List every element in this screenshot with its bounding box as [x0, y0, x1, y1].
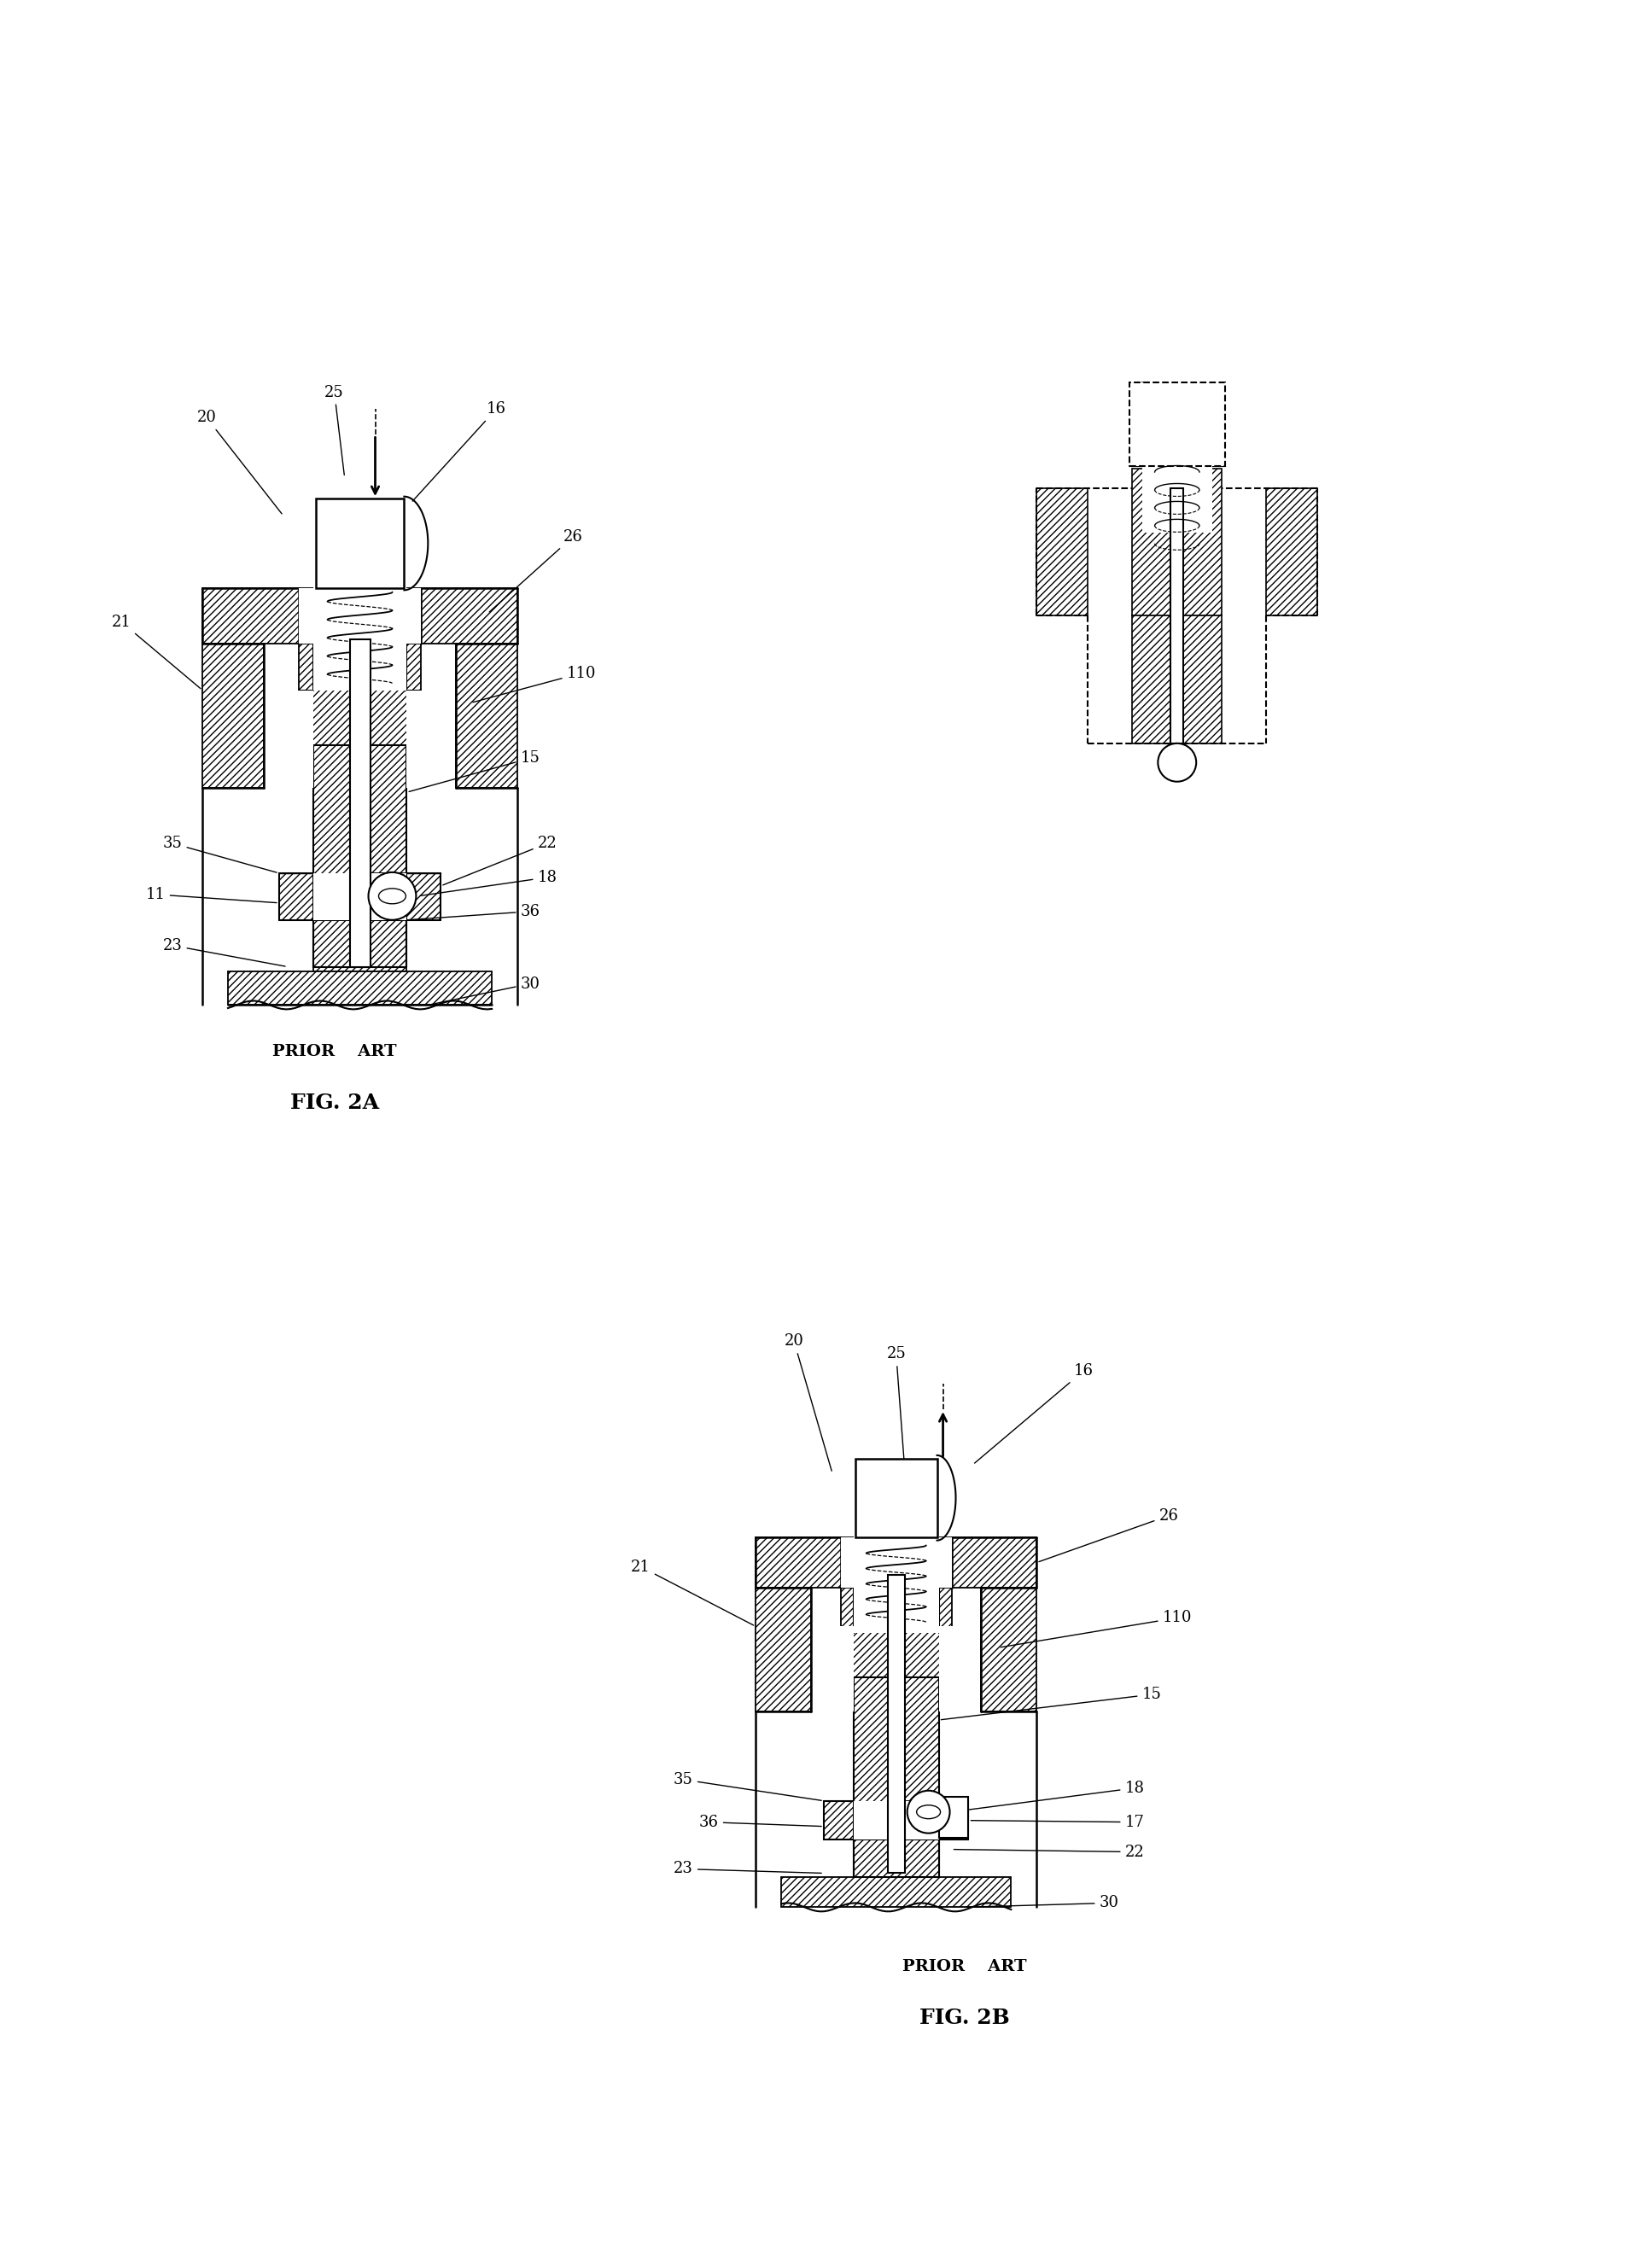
Bar — [938, 1626, 967, 1712]
Bar — [853, 1678, 938, 1878]
Bar — [938, 1796, 967, 1837]
Text: 15: 15 — [941, 1687, 1160, 1719]
Bar — [824, 1801, 853, 1839]
Bar — [755, 1538, 1036, 1588]
Circle shape — [907, 1792, 949, 1833]
Text: 26: 26 — [1038, 1508, 1178, 1563]
Bar — [456, 644, 516, 787]
Text: 16: 16 — [974, 1363, 1093, 1463]
Text: 23: 23 — [163, 937, 284, 966]
Text: 35: 35 — [163, 835, 276, 873]
Bar — [1132, 469, 1221, 615]
Text: 110: 110 — [472, 665, 596, 703]
Bar — [279, 873, 312, 921]
Bar — [840, 1588, 951, 1678]
Text: 25: 25 — [325, 386, 345, 474]
Text: 36: 36 — [408, 903, 539, 921]
Text: 30: 30 — [966, 1896, 1118, 1910]
Bar — [315, 499, 404, 587]
Bar — [407, 689, 440, 787]
Bar — [1142, 463, 1211, 533]
Bar — [840, 1538, 951, 1588]
Bar — [203, 644, 263, 787]
Bar — [853, 1531, 938, 1633]
Bar — [312, 576, 407, 689]
Text: 26: 26 — [489, 528, 582, 612]
Bar — [350, 640, 369, 966]
Text: 16: 16 — [412, 401, 505, 501]
Text: 22: 22 — [953, 1844, 1144, 1860]
Circle shape — [1157, 744, 1196, 782]
Circle shape — [368, 873, 417, 921]
Bar — [299, 587, 422, 644]
Text: FIG. 2A: FIG. 2A — [289, 1093, 379, 1114]
Bar — [364, 873, 441, 921]
Bar — [824, 1626, 853, 1712]
Text: 22: 22 — [443, 835, 557, 885]
Bar — [1132, 615, 1221, 744]
Text: FIG. 2B: FIG. 2B — [918, 2007, 1008, 2028]
Text: 18: 18 — [953, 1780, 1144, 1812]
Bar — [755, 1588, 810, 1712]
Bar — [853, 1801, 938, 1839]
Text: 21: 21 — [111, 615, 201, 689]
Ellipse shape — [379, 889, 405, 903]
Text: 110: 110 — [1000, 1610, 1191, 1647]
Text: 15: 15 — [408, 751, 539, 792]
Text: 18: 18 — [420, 869, 557, 896]
Bar — [227, 971, 492, 1005]
Bar — [900, 1801, 967, 1839]
Bar — [312, 746, 407, 971]
Bar — [1036, 488, 1087, 615]
Bar — [1266, 488, 1317, 615]
Bar — [299, 644, 422, 746]
Bar — [980, 1588, 1036, 1712]
Bar — [203, 587, 516, 644]
Text: 25: 25 — [886, 1347, 905, 1467]
Text: 17: 17 — [971, 1814, 1144, 1830]
Text: 20: 20 — [196, 411, 281, 515]
Ellipse shape — [917, 1805, 940, 1819]
Bar — [855, 1458, 936, 1538]
Text: 20: 20 — [784, 1334, 832, 1472]
Text: PRIOR    ART: PRIOR ART — [271, 1043, 397, 1059]
Text: 35: 35 — [673, 1771, 820, 1801]
Text: PRIOR    ART: PRIOR ART — [902, 1960, 1026, 1975]
Bar — [1170, 488, 1183, 744]
Bar — [781, 1878, 1010, 1907]
Text: 36: 36 — [699, 1814, 820, 1830]
Bar — [312, 873, 407, 921]
Bar — [887, 1576, 904, 1873]
Bar — [1129, 383, 1224, 465]
Text: 21: 21 — [631, 1558, 753, 1626]
Bar — [279, 689, 312, 787]
Text: 23: 23 — [673, 1862, 820, 1876]
Text: 11: 11 — [145, 887, 276, 903]
Text: 30: 30 — [430, 975, 539, 1005]
